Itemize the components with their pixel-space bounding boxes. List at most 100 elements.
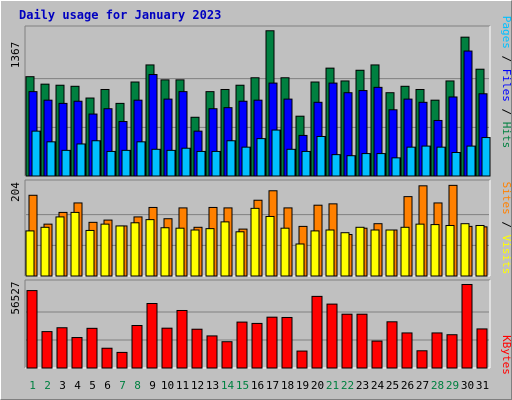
kbytes-bar [326, 303, 338, 369]
visits-bar [445, 224, 455, 277]
kbytes-bar [146, 303, 158, 369]
x-tick-label: 18 [281, 379, 294, 392]
visits-bar [145, 219, 155, 277]
kbytes-bar [431, 332, 443, 369]
x-tick-label: 27 [416, 379, 429, 392]
visits-panel-legend: Sites / Visits [500, 182, 512, 275]
visits-bar [160, 227, 170, 277]
hits-panel-max-label: 1367 [9, 42, 22, 69]
pages-bar [286, 148, 296, 177]
x-tick-label: 11 [176, 379, 189, 392]
x-tick-label: 9 [149, 379, 156, 392]
visits-bar [415, 223, 425, 277]
visits-bar [280, 227, 290, 277]
pages-bar [181, 147, 191, 177]
kbytes-bar [191, 328, 203, 369]
x-tick-label: 21 [326, 379, 339, 392]
pages-bar [241, 146, 251, 177]
kbytes-bar [206, 335, 218, 369]
visits-bar [175, 227, 185, 277]
kbytes-bar [251, 322, 263, 369]
visits-bar [70, 211, 80, 277]
x-tick-label: 2 [44, 379, 51, 392]
pages-bar [196, 150, 206, 177]
x-tick-label: 13 [206, 379, 219, 392]
visits-bar [460, 223, 470, 277]
kbytes-bar [416, 350, 428, 369]
kbytes-bar [161, 327, 173, 369]
chart-title: Daily usage for January 2023 [19, 8, 222, 22]
kbytes-bar [296, 350, 308, 369]
kbytes-bar [221, 341, 233, 369]
pages-bar [271, 129, 281, 177]
legend-separator: / [500, 215, 512, 235]
x-tick-label: 23 [356, 379, 369, 392]
visits-bar [100, 223, 110, 277]
visits-bar [355, 226, 365, 277]
x-tick-label: 5 [89, 379, 96, 392]
visits-bar [400, 226, 410, 277]
pages-bar [346, 155, 356, 177]
pages-bar [91, 140, 101, 177]
kbytes-bar [371, 340, 383, 369]
legend-files: Files [500, 69, 512, 102]
kbytes-bar [101, 347, 113, 369]
pages-bar [376, 153, 386, 177]
visits-panel-max-label: 204 [9, 182, 22, 202]
kbytes-bar [476, 328, 488, 369]
x-tick-label: 12 [191, 379, 204, 392]
kbytes-bar [446, 334, 458, 369]
pages-bar [106, 150, 116, 177]
x-tick-label: 19 [296, 379, 309, 392]
visits-bar [205, 228, 215, 277]
x-tick-label: 25 [386, 379, 399, 392]
pages-bar [406, 146, 416, 177]
kbytes-panel-legend: KBytes [500, 335, 512, 375]
visits-bar [265, 215, 275, 277]
x-tick-label: 16 [251, 379, 264, 392]
pages-bar [211, 150, 221, 177]
x-tick-label: 4 [74, 379, 81, 392]
kbytes-bar [266, 316, 278, 369]
x-tick-label: 14 [221, 379, 235, 392]
legend-sites: Sites [500, 182, 512, 215]
pages-bar [166, 149, 176, 177]
pages-bar [331, 154, 341, 177]
visits-bar [430, 224, 440, 277]
legend-pages: Pages [500, 16, 512, 49]
x-tick-label: 28 [431, 379, 444, 392]
pages-bar [361, 153, 371, 177]
kbytes-bar [71, 337, 83, 369]
kbytes-bar [236, 321, 248, 369]
x-tick-label: 30 [461, 379, 474, 392]
visits-bar [190, 229, 200, 277]
visits-bar [295, 243, 305, 277]
visits-bar [310, 230, 320, 277]
kbytes-bar [281, 316, 293, 369]
visits-bar [250, 207, 260, 277]
pages-bar [451, 152, 461, 177]
pages-bar [76, 143, 86, 177]
kbytes-bar [386, 321, 398, 369]
visits-bar [25, 230, 35, 277]
pages-bar [481, 137, 491, 177]
visits-bar [385, 229, 395, 277]
pages-bar [121, 149, 131, 177]
kbytes-bar [26, 290, 38, 369]
pages-bar [301, 150, 311, 177]
x-tick-label: 17 [266, 379, 279, 392]
pages-bar [46, 141, 56, 177]
x-tick-label: 3 [59, 379, 66, 392]
visits-bar [235, 231, 245, 277]
kbytes-bar [311, 295, 323, 369]
kbytes-bar [461, 283, 473, 369]
x-tick-label: 6 [104, 379, 111, 392]
kbytes-bar [86, 327, 98, 369]
pages-bar [151, 148, 161, 177]
legend-visits: Visits [500, 235, 512, 275]
legend-separator: / [500, 49, 512, 69]
pages-bar [436, 146, 446, 177]
kbytes-bar [41, 331, 53, 369]
kbytes-bar [116, 351, 128, 369]
